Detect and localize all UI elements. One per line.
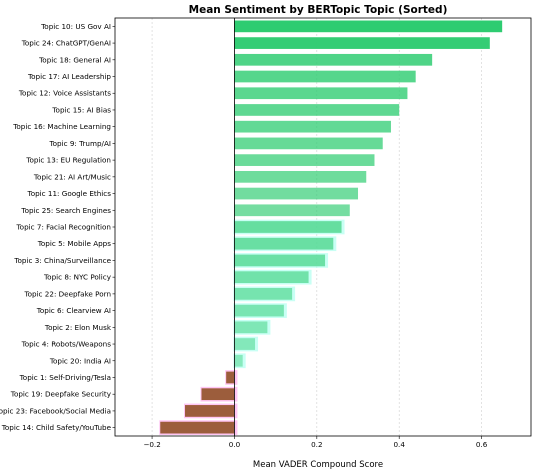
x-tick-label: 0.0 (229, 440, 241, 449)
bar (234, 204, 350, 217)
y-tick-label: Topic 1: Self-Driving/Tesla (19, 373, 111, 382)
y-tick-label: Topic 4: Robots/Weapons (21, 340, 112, 349)
y-tick-label: Topic 20: India AI (49, 356, 111, 365)
bar (234, 170, 367, 183)
bar (160, 421, 235, 434)
bar-highlight (233, 336, 259, 352)
y-tick-label: Topic 23: Facebook/Social Media (0, 406, 111, 415)
y-tick-label: Topic 21: AI Art/Music (33, 172, 111, 181)
bar (234, 70, 416, 83)
y-tick-label: Topic 13: EU Regulation (25, 156, 111, 165)
bar (234, 321, 268, 334)
bar (234, 338, 256, 350)
bar (234, 254, 326, 267)
y-tick-label: Topic 10: US Gov AI (40, 22, 111, 31)
y-tick-label: Topic 18: General AI (38, 55, 111, 64)
y-tick-label: Topic 7: Facial Recognition (16, 223, 111, 232)
y-tick-label: Topic 11: Google Ethics (27, 189, 112, 198)
bar (234, 288, 293, 300)
y-tick-label: Topic 16: Machine Learning (12, 122, 111, 131)
bar-highlight (233, 353, 246, 369)
y-tick-label: Topic 8: NYC Policy (43, 273, 112, 282)
bar (234, 221, 342, 233)
bar-underlay (185, 405, 235, 417)
y-tick-label: Topic 5: Mobile Apps (37, 239, 112, 248)
bar (234, 37, 490, 49)
bar (234, 53, 433, 66)
bar (234, 187, 359, 200)
x-axis-label: Mean VADER Compound Score (253, 460, 383, 470)
y-tick-label: Topic 2: Elon Musk (44, 323, 112, 332)
y-tick-label: Topic 12: Voice Assistants (18, 89, 111, 98)
y-tick-label: Topic 6: Clearview AI (36, 306, 111, 315)
bar-underlay (160, 421, 235, 434)
bar (234, 20, 503, 33)
y-tick-label: Topic 19: Deepfake Security (10, 390, 112, 399)
bar (234, 87, 408, 100)
bar (234, 154, 375, 166)
bar-underlay (201, 388, 235, 401)
y-tick-label: Topic 25: Search Engines (20, 206, 111, 215)
bar (185, 405, 235, 417)
bar (226, 371, 235, 384)
y-tick-label: Topic 15: AI Bias (51, 105, 111, 114)
bar (234, 137, 383, 150)
y-tick-label: Topic 9: Trump/AI (48, 139, 111, 148)
x-tick-label: 0.6 (476, 440, 488, 449)
bar (234, 237, 334, 250)
plot-frame (114, 17, 532, 437)
bar (234, 354, 243, 367)
bar (234, 120, 391, 133)
chart-title: Mean Sentiment by BERTopic Topic (Sorted… (189, 4, 448, 16)
bar (234, 304, 284, 317)
bar-highlight (233, 319, 271, 335)
bar (201, 388, 235, 401)
plot-area: Topic 10: US Gov AI Topic 24: ChatGPT/Gen… (0, 17, 532, 449)
y-tick-label: Topic 24: ChatGPT/GenAI (21, 39, 111, 48)
bar-underlay (226, 371, 235, 384)
y-tick-label: Topic 17: AI Leadership (27, 72, 111, 81)
y-tick-label: Topic 3: China/Surveillance (13, 256, 111, 265)
x-tick-label: −0.2 (143, 440, 160, 449)
bar (234, 104, 400, 116)
y-tick-label: Topic 14: Child Safety/YouTube (1, 423, 112, 432)
bar (234, 271, 309, 284)
x-tick-label: 0.2 (311, 440, 322, 449)
x-tick-label: 0.4 (393, 440, 405, 449)
y-tick-label: Topic 22: Deepfake Porn (23, 289, 111, 298)
